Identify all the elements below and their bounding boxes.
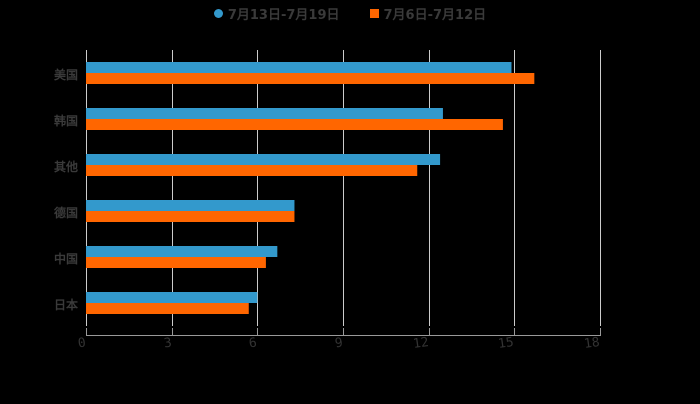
- bar-week-1[interactable]: [86, 165, 418, 176]
- legend-label: 7月13日-7月19日: [227, 8, 340, 23]
- legend-item-series-1[interactable]: 7月13日-7月19日: [213, 4, 340, 23]
- legend-item-series-2[interactable]: 7月6日-7月12日: [369, 4, 487, 23]
- legend-label: 7月6日-7月12日: [383, 8, 487, 23]
- category-label: 中国: [53, 252, 78, 266]
- x-tick-label: 18: [583, 334, 601, 353]
- bar-week-1[interactable]: [86, 257, 266, 268]
- bar-week-2[interactable]: [86, 154, 441, 165]
- bar-week-2[interactable]: [86, 292, 258, 303]
- category-label: 其他: [53, 160, 78, 174]
- bar-week-1[interactable]: [86, 303, 249, 314]
- category-label: 日本: [53, 298, 78, 312]
- category-label: 德国: [53, 206, 78, 220]
- legend: 7月13日-7月19日 7月6日-7月12日: [0, 4, 700, 23]
- bar-week-1[interactable]: [86, 211, 295, 222]
- category-label: 美国: [53, 68, 78, 82]
- bar-week-2[interactable]: [86, 200, 295, 211]
- bar-week-1[interactable]: [86, 73, 535, 84]
- bar-week-1[interactable]: [86, 119, 503, 130]
- x-tick-label: 12: [411, 334, 430, 353]
- x-tick-label: 3: [162, 335, 173, 352]
- bar-week-2[interactable]: [86, 246, 278, 257]
- x-tick-label: 15: [497, 334, 515, 353]
- legend-circle-icon: [213, 9, 223, 18]
- category-label: 韩国: [53, 114, 78, 128]
- bar-week-2[interactable]: [86, 62, 512, 73]
- bar-week-2[interactable]: [86, 108, 443, 119]
- legend-square-icon: [369, 9, 379, 18]
